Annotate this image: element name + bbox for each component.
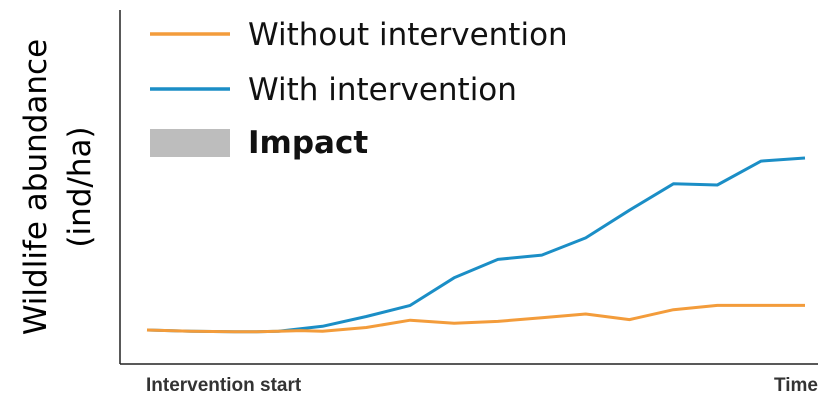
series-layer [146, 156, 806, 334]
legend-item-without: Without intervention [150, 17, 568, 53]
axes [119, 10, 818, 365]
legend: Without intervention With intervention I… [150, 17, 568, 161]
legend-item-with: With intervention [150, 72, 517, 108]
x-axis-start-label: Intervention start [146, 375, 302, 396]
legend-swatch-impact [150, 129, 230, 157]
legend-item-impact: Impact [150, 125, 368, 161]
legend-label-with: With intervention [248, 72, 517, 108]
legend-label-without: Without intervention [248, 17, 568, 53]
series-line-without-intervention [146, 303, 805, 334]
y-axis-label-line2: (ind/ha) [62, 126, 98, 247]
y-axis-label-line1: Wildlife abundance [18, 39, 54, 335]
y-axis-title: Wildlife abundance (ind/ha) [18, 39, 98, 335]
x-axis-end-label: Time [774, 375, 818, 396]
legend-label-impact: Impact [248, 125, 368, 161]
